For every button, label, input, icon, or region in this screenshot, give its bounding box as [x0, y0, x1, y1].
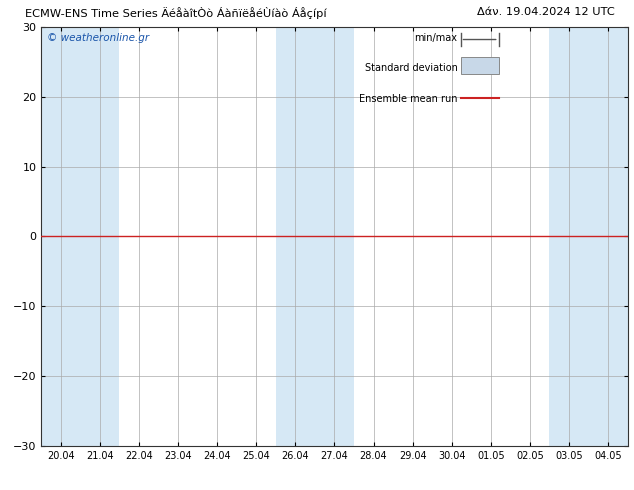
- Bar: [315, 27, 354, 446]
- Bar: [550, 27, 588, 446]
- Text: © weatheronline.gr: © weatheronline.gr: [47, 33, 149, 43]
- FancyBboxPatch shape: [460, 57, 498, 74]
- Text: Standard deviation: Standard deviation: [365, 63, 458, 74]
- Text: Δάν. 19.04.2024 12 UTC: Δάν. 19.04.2024 12 UTC: [477, 7, 615, 17]
- Bar: [81, 27, 119, 446]
- Text: ECMW-ENS Time Series ÄéåàîtÒò ÁàñïëåéÙíàò Áåçípí: ECMW-ENS Time Series ÄéåàîtÒò ÁàñïëåéÙíà…: [25, 7, 327, 19]
- Text: Ensemble mean run: Ensemble mean run: [359, 94, 458, 103]
- Bar: [41, 27, 81, 446]
- Bar: [276, 27, 315, 446]
- Bar: [588, 27, 628, 446]
- Text: min/max: min/max: [415, 33, 458, 43]
